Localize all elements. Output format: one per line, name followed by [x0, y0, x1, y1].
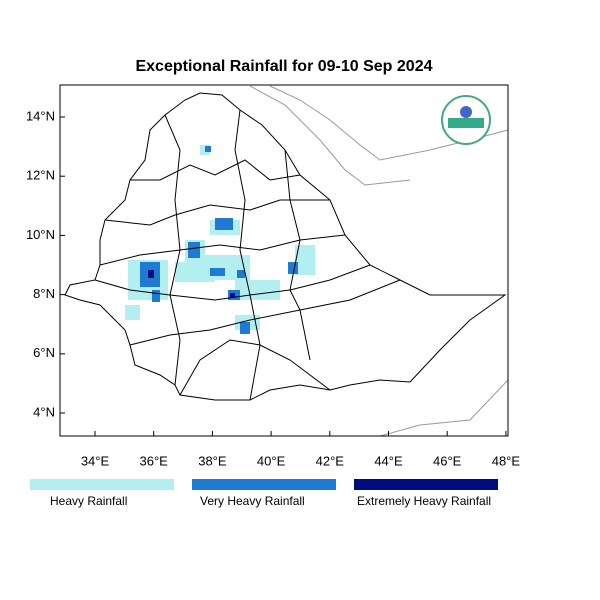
y-tick-label: 10°N	[26, 227, 55, 242]
x-tick-label: 34°E	[81, 453, 110, 468]
legend-label: Very Heavy Rainfall	[200, 494, 305, 508]
legend-swatch	[354, 479, 498, 490]
x-tick-label: 36°E	[140, 453, 169, 468]
x-tick-label: 38°E	[198, 453, 227, 468]
agency-logo	[441, 95, 491, 145]
legend-label: Heavy Rainfall	[50, 494, 127, 508]
y-tick-label: 8°N	[33, 286, 55, 301]
x-tick-label: 42°E	[316, 453, 345, 468]
y-tick-label: 4°N	[33, 404, 55, 419]
x-tick-label: 44°E	[374, 453, 403, 468]
map-title: Exceptional Rainfall for 09-10 Sep 2024	[135, 58, 432, 75]
legend-swatch	[30, 479, 174, 490]
plot-frame	[59, 84, 509, 437]
boundaries	[64, 92, 507, 401]
x-tick-label: 40°E	[257, 453, 286, 468]
y-tick-label: 6°N	[33, 345, 55, 360]
y-tick-label: 12°N	[26, 168, 55, 183]
y-tick-label: 14°N	[26, 108, 55, 123]
x-tick-label: 46°E	[433, 453, 462, 468]
x-tick-label: 48°E	[492, 453, 521, 468]
rainfall-cells	[125, 145, 315, 334]
legend-label: Extremely Heavy Rainfall	[357, 494, 491, 508]
legend-swatch	[192, 479, 336, 490]
